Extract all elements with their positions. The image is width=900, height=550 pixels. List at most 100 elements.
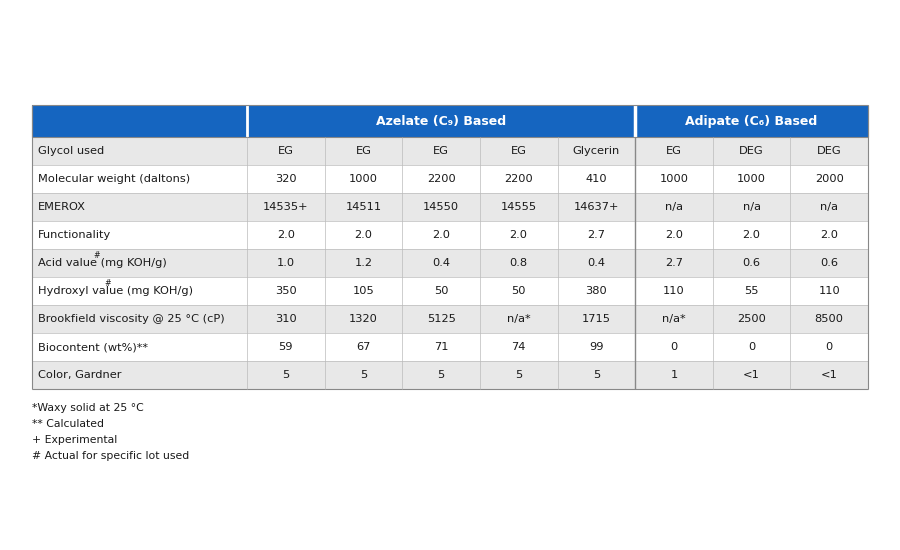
Text: 0.4: 0.4 xyxy=(588,258,606,268)
Text: n/a: n/a xyxy=(742,202,760,212)
Text: Hydroxyl value (mg KOH/g): Hydroxyl value (mg KOH/g) xyxy=(38,286,193,296)
Text: 0.4: 0.4 xyxy=(432,258,450,268)
Text: Molecular weight (daltons): Molecular weight (daltons) xyxy=(38,174,190,184)
Text: 2.0: 2.0 xyxy=(820,230,838,240)
Text: 1.0: 1.0 xyxy=(277,258,295,268)
Text: #: # xyxy=(104,279,111,289)
Text: 14637+: 14637+ xyxy=(573,202,619,212)
Text: Brookfield viscosity @ 25 °C (cP): Brookfield viscosity @ 25 °C (cP) xyxy=(38,314,225,324)
Text: <1: <1 xyxy=(821,370,838,380)
Bar xyxy=(32,361,868,389)
Text: EG: EG xyxy=(666,146,682,156)
Text: <1: <1 xyxy=(743,370,760,380)
Text: 2.0: 2.0 xyxy=(665,230,683,240)
Text: 2.7: 2.7 xyxy=(588,230,606,240)
Text: Glycerin: Glycerin xyxy=(572,146,620,156)
Text: 5125: 5125 xyxy=(427,314,455,324)
Text: n/a: n/a xyxy=(665,202,683,212)
Text: 1.2: 1.2 xyxy=(355,258,373,268)
Text: 14535+: 14535+ xyxy=(263,202,309,212)
Text: 55: 55 xyxy=(744,286,759,296)
Text: 5: 5 xyxy=(515,370,522,380)
Text: 5: 5 xyxy=(283,370,290,380)
Text: 74: 74 xyxy=(511,342,526,352)
Text: EG: EG xyxy=(356,146,372,156)
Text: 2200: 2200 xyxy=(504,174,533,184)
Text: EG: EG xyxy=(511,146,526,156)
Text: 2500: 2500 xyxy=(737,314,766,324)
Text: #: # xyxy=(94,251,101,261)
Text: 105: 105 xyxy=(353,286,374,296)
Text: 310: 310 xyxy=(274,314,297,324)
Text: 8500: 8500 xyxy=(814,314,843,324)
Text: 0.6: 0.6 xyxy=(742,258,760,268)
Bar xyxy=(635,105,868,137)
Text: 1000: 1000 xyxy=(737,174,766,184)
Text: EG: EG xyxy=(433,146,449,156)
Text: 14550: 14550 xyxy=(423,202,459,212)
Text: 110: 110 xyxy=(818,286,840,296)
Text: 2200: 2200 xyxy=(427,174,455,184)
Bar xyxy=(32,165,868,193)
Text: Functionality: Functionality xyxy=(38,230,112,240)
Text: ** Calculated: ** Calculated xyxy=(32,419,104,429)
Bar xyxy=(32,333,868,361)
Text: *Waxy solid at 25 °C: *Waxy solid at 25 °C xyxy=(32,403,144,413)
Bar xyxy=(32,137,868,165)
Text: 1000: 1000 xyxy=(349,174,378,184)
Text: 0: 0 xyxy=(670,342,678,352)
Text: Biocontent (wt%)**: Biocontent (wt%)** xyxy=(38,342,148,352)
Text: 2.0: 2.0 xyxy=(509,230,527,240)
Text: 5: 5 xyxy=(437,370,445,380)
Text: 2.0: 2.0 xyxy=(432,230,450,240)
Text: 2.0: 2.0 xyxy=(355,230,373,240)
Text: Azelate (C₉) Based: Azelate (C₉) Based xyxy=(376,114,506,128)
Text: DEG: DEG xyxy=(739,146,764,156)
Text: 14555: 14555 xyxy=(500,202,536,212)
Text: 380: 380 xyxy=(585,286,608,296)
Text: Hydroxyl value (mg KOH/g): Hydroxyl value (mg KOH/g) xyxy=(38,286,193,296)
Text: 50: 50 xyxy=(511,286,526,296)
Text: 1: 1 xyxy=(670,370,678,380)
Text: 2.0: 2.0 xyxy=(742,230,760,240)
Text: 320: 320 xyxy=(275,174,297,184)
Text: 59: 59 xyxy=(279,342,293,352)
Text: n/a: n/a xyxy=(820,202,838,212)
Text: Acid value (mg KOH/g): Acid value (mg KOH/g) xyxy=(38,258,166,268)
Text: n/a*: n/a* xyxy=(507,314,530,324)
Bar xyxy=(32,305,868,333)
Bar xyxy=(32,249,868,277)
Text: EMEROX: EMEROX xyxy=(38,202,86,212)
Text: Glycol used: Glycol used xyxy=(38,146,104,156)
Bar xyxy=(32,105,247,137)
Text: 110: 110 xyxy=(663,286,685,296)
Text: 2000: 2000 xyxy=(814,174,843,184)
Text: DEG: DEG xyxy=(817,146,842,156)
Text: 410: 410 xyxy=(586,174,608,184)
Text: 1000: 1000 xyxy=(660,174,688,184)
Text: 2.7: 2.7 xyxy=(665,258,683,268)
Text: 0: 0 xyxy=(748,342,755,352)
Text: 0.6: 0.6 xyxy=(820,258,838,268)
Bar xyxy=(247,105,635,137)
Text: + Experimental: + Experimental xyxy=(32,435,117,445)
Text: EG: EG xyxy=(278,146,293,156)
Text: 99: 99 xyxy=(590,342,604,352)
Text: 50: 50 xyxy=(434,286,448,296)
Bar xyxy=(32,221,868,249)
Bar xyxy=(32,277,868,305)
Text: 5: 5 xyxy=(360,370,367,380)
Text: 5: 5 xyxy=(593,370,600,380)
Text: 350: 350 xyxy=(274,286,297,296)
Text: 0: 0 xyxy=(825,342,833,352)
Text: # Actual for specific lot used: # Actual for specific lot used xyxy=(32,451,189,461)
Text: n/a*: n/a* xyxy=(662,314,686,324)
Text: 1320: 1320 xyxy=(349,314,378,324)
Text: Adipate (C₆) Based: Adipate (C₆) Based xyxy=(686,114,818,128)
Text: 1715: 1715 xyxy=(581,314,611,324)
Text: 14511: 14511 xyxy=(346,202,382,212)
Text: Acid value (mg KOH/g): Acid value (mg KOH/g) xyxy=(38,258,166,268)
Text: 71: 71 xyxy=(434,342,448,352)
Text: Color, Gardner: Color, Gardner xyxy=(38,370,122,380)
Text: 67: 67 xyxy=(356,342,371,352)
